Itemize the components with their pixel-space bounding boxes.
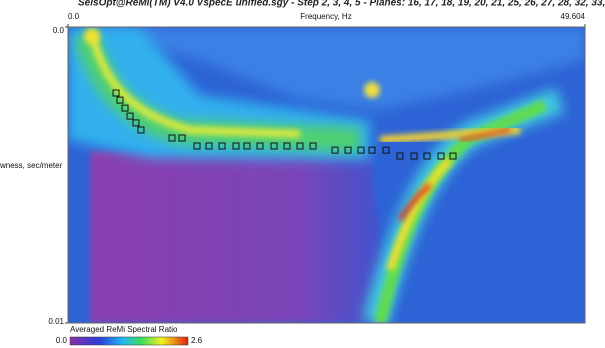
pick	[410, 152, 418, 160]
pick	[423, 152, 431, 160]
pick	[205, 142, 213, 150]
colorbar-label: Averaged ReMi Spectral Ratio	[70, 325, 178, 334]
colorbar	[69, 336, 189, 346]
plot-frame	[67, 26, 586, 324]
pick	[396, 152, 404, 160]
pick	[344, 146, 352, 154]
pick	[243, 142, 251, 150]
pick	[168, 134, 176, 142]
y-tick-label: 0.0	[53, 26, 65, 35]
pick	[368, 146, 376, 154]
pick	[331, 146, 339, 154]
pick	[382, 146, 390, 154]
x-axis-label: Frequency, Hz	[300, 12, 351, 21]
colorbar-tick-label: 0.0	[56, 336, 68, 345]
pick	[449, 152, 457, 160]
pick	[112, 89, 120, 97]
pick	[232, 142, 240, 150]
pick	[218, 142, 226, 150]
pick	[137, 126, 145, 134]
pick	[178, 134, 186, 142]
pick	[256, 142, 264, 150]
heatmap	[68, 27, 585, 323]
pick	[126, 112, 134, 120]
pick	[121, 104, 129, 112]
pick	[132, 119, 140, 127]
y-axis-label: wness, sec/meter	[0, 161, 63, 170]
pick	[437, 152, 445, 160]
y-tick-label: 0.01	[48, 317, 64, 326]
pick	[357, 146, 365, 154]
plot-title: SeisOpt@ReMi(TM) V4.0 VspecE unified.sgy…	[78, 0, 605, 9]
pick	[309, 142, 317, 150]
colorbar-tick-label: 2.6	[191, 336, 203, 345]
x-tick-label: 0.0	[68, 12, 80, 21]
pick	[270, 142, 278, 150]
x-tick-label: 49.604	[561, 12, 586, 21]
pick	[296, 142, 304, 150]
pick	[283, 142, 291, 150]
pick	[116, 96, 124, 104]
pick	[193, 142, 201, 150]
